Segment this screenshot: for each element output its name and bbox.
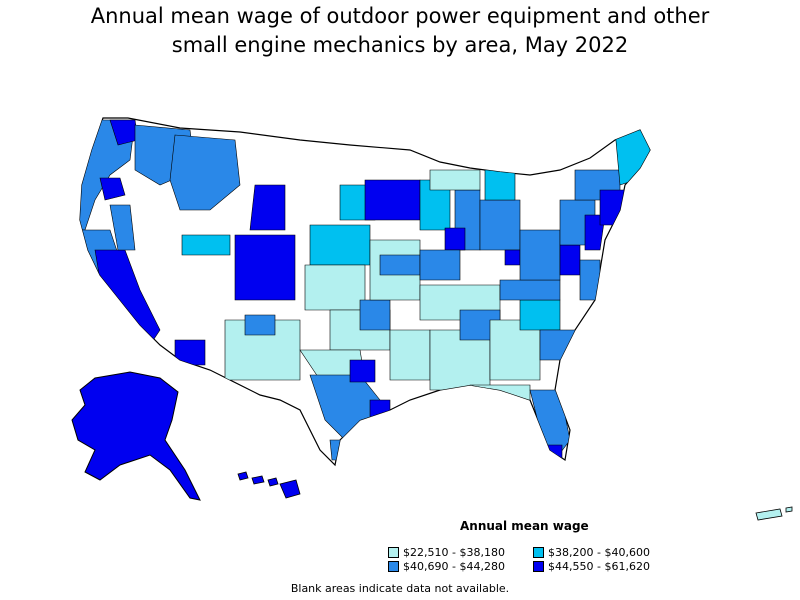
area-region (519, 299, 561, 331)
conterminous-us (79, 117, 651, 467)
area-region (359, 299, 391, 331)
area-region (364, 179, 421, 221)
legend-item: $22,510 - $38,180 (388, 546, 505, 559)
area-region (444, 227, 466, 251)
area-region (309, 224, 371, 266)
area-region (419, 249, 461, 281)
legend-item: $38,200 - $40,600 (533, 546, 650, 559)
area-region (234, 234, 296, 301)
alaska (71, 371, 201, 501)
area-region (429, 169, 481, 191)
area-region (181, 234, 231, 256)
area-region (369, 399, 391, 421)
legend-label: $44,550 - $61,620 (548, 560, 650, 573)
area-region (99, 177, 126, 201)
area-region (539, 329, 581, 361)
footnote: Blank areas indicate data not available. (290, 582, 510, 595)
legend-swatch (533, 547, 544, 558)
area-region (519, 229, 561, 281)
legend-label: $22,510 - $38,180 (403, 546, 505, 559)
legend-label: $40,690 - $44,280 (403, 560, 505, 573)
legend-swatch (388, 547, 399, 558)
hawaii (237, 471, 301, 499)
area-region (304, 264, 366, 311)
area-region (244, 314, 276, 336)
area-region (349, 359, 376, 383)
area-region (249, 184, 286, 231)
area-region (469, 384, 531, 401)
legend-swatch (388, 561, 399, 572)
area-region (479, 199, 521, 251)
legend-item: $44,550 - $61,620 (533, 560, 650, 573)
area-region (499, 279, 561, 301)
area-region (379, 254, 421, 276)
legend-item: $40,690 - $44,280 (388, 560, 505, 573)
map-title: Annual mean wage of outdoor power equipm… (90, 4, 710, 57)
area-region (484, 169, 516, 201)
area-region (109, 204, 136, 251)
area-region (174, 339, 206, 366)
area-region (504, 249, 521, 266)
area-region (599, 189, 631, 226)
puerto-rico (755, 506, 793, 521)
area-region (579, 259, 601, 301)
area-region (389, 329, 431, 381)
legend-swatch (533, 561, 544, 572)
area-region (169, 134, 241, 211)
legend-title: Annual mean wage (460, 519, 589, 533)
legend-label: $38,200 - $40,600 (548, 546, 650, 559)
area-region (559, 244, 581, 276)
